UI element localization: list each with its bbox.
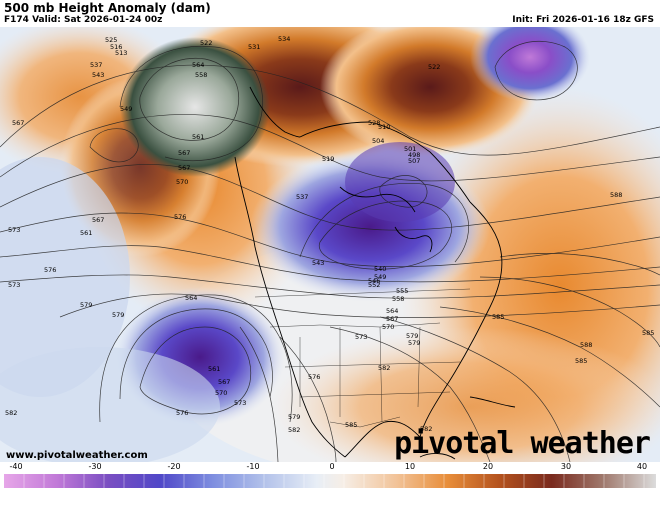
contour-label: 567 (386, 315, 398, 323)
colorbar-tick: 10 (404, 462, 416, 471)
contour-label: 552 (368, 281, 380, 289)
contour-label: 570 (176, 178, 188, 186)
contour-label: 567 (178, 164, 190, 172)
brand-logo: pivotal weather (394, 426, 651, 461)
contour-label: 585 (492, 313, 504, 321)
contour-label: 555 (396, 287, 408, 295)
contour-label: 585 (345, 421, 357, 429)
contour-label: 576 (174, 213, 186, 221)
contour-label: 519 (322, 155, 334, 163)
contour-label: 543 (312, 259, 324, 267)
contour-label: 549 (374, 273, 386, 281)
contour-label: 525 (105, 36, 117, 44)
contour-label: 567 (92, 216, 104, 224)
contour-label: 528 (368, 119, 380, 127)
contour-label: 567 (12, 119, 24, 127)
colorbar-tick: -20 (167, 462, 181, 471)
colorbar-tick: 30 (560, 462, 572, 471)
map-title: 500 mb Height Anomaly (dam) (4, 1, 211, 15)
contour-label: 546 (368, 277, 380, 285)
contour-label: 564 (185, 294, 197, 302)
colorbar-ticks: -40 -30 -20 -10 0 10 20 30 40 (4, 462, 656, 474)
contour-label: 561 (192, 133, 204, 141)
height-contours (0, 40, 660, 462)
contour-label: 573 (234, 399, 246, 407)
colorbar-tick: 0 (329, 462, 335, 471)
contour-label: 585 (575, 357, 587, 365)
contour-label: 534 (278, 35, 290, 43)
contour-label: 507 (408, 157, 420, 165)
colorbar-tick: -30 (88, 462, 102, 471)
contour-label: 579 (80, 301, 92, 309)
contour-label: 540 (374, 265, 386, 273)
contour-label: 522 (428, 63, 440, 71)
contour-label: 561 (208, 365, 220, 373)
contour-label: 576 (176, 409, 188, 417)
contour-label: 570 (382, 323, 394, 331)
contour-label: 513 (115, 49, 127, 57)
contour-label: 576 (44, 266, 56, 274)
contour-label: 516 (110, 43, 122, 51)
contour-label: 573 (8, 226, 20, 234)
contour-label: 579 (406, 332, 418, 340)
contour-label: 570 (215, 389, 227, 397)
contour-label: 585 (642, 329, 654, 337)
contour-labels: 525 513 522 531 534 567 537 543 549 558 … (5, 35, 654, 434)
header: 500 mb Height Anomaly (dam) F174 Valid: … (0, 0, 660, 26)
contour-label: 579 (408, 339, 420, 347)
colorbar (4, 474, 656, 488)
contour-label: 537 (296, 193, 308, 201)
contour-label: 537 (90, 61, 102, 69)
political-borders (254, 288, 471, 428)
coastlines (234, 86, 516, 460)
contour-label: 582 (378, 364, 390, 372)
contour-label: 531 (248, 43, 260, 51)
contour-label: 501 (404, 145, 416, 153)
contour-label: 567 (218, 378, 230, 386)
contour-label: 510 (378, 123, 390, 131)
contour-label: 582 (5, 409, 17, 417)
source-url: www.pivotalweather.com (6, 450, 148, 461)
contour-label: 561 (80, 229, 92, 237)
contour-label: 588 (580, 341, 592, 349)
contour-label: 582 (420, 425, 432, 433)
contour-label: 543 (92, 71, 104, 79)
contour-label: 549 (120, 105, 132, 113)
contour-label: 579 (288, 413, 300, 421)
contour-label: 579 (112, 311, 124, 319)
colorbar-tick: 40 (636, 462, 648, 471)
contour-label: 573 (355, 333, 367, 341)
weather-map: 525 513 522 531 534 567 537 543 549 558 … (0, 27, 660, 462)
anomaly-map-svg: 525 513 522 531 534 567 537 543 549 558 … (0, 27, 660, 462)
contour-label: 567 (178, 149, 190, 157)
colorbar-tick: -40 (9, 462, 23, 471)
contour-label: 576 (308, 373, 320, 381)
valid-time: F174 Valid: Sat 2026-01-24 00z (4, 15, 163, 25)
contour-label: 564 (192, 61, 204, 69)
contour-label: 522 (200, 39, 212, 47)
colorbar-tick: 20 (482, 462, 494, 471)
contour-label: 573 (8, 281, 20, 289)
contour-label: 558 (195, 71, 207, 79)
contour-label: 564 (386, 307, 398, 315)
colorbar-tick: -10 (246, 462, 260, 471)
contour-label: 588 (610, 191, 622, 199)
contour-label: 504 (372, 137, 384, 145)
contour-label: 558 (392, 295, 404, 303)
contour-label: 582 (288, 426, 300, 434)
init-time: Init: Fri 2026-01-16 18z GFS (512, 15, 654, 25)
contour-label: 498 (408, 151, 420, 159)
